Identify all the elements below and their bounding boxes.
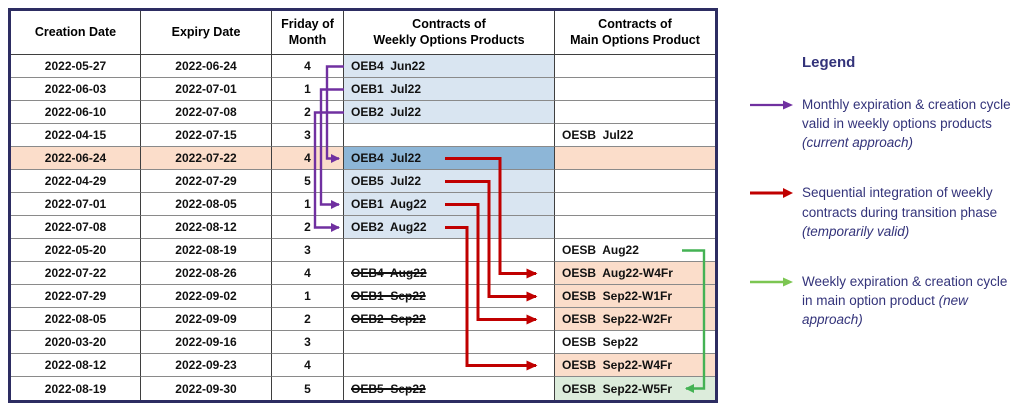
table-cell-creation-date: 2022-04-29 [11,170,141,193]
table-cell-creation-date: 2022-07-01 [11,193,141,216]
table-cell-expiry-date: 2022-08-19 [141,239,272,262]
table-cell-friday-number: 4 [272,55,344,78]
table-cell-friday-number: 3 [272,331,344,354]
table-cell-creation-date: 2022-07-22 [11,262,141,285]
table-cell-main-contract [555,101,715,124]
table-cell-expiry-date: 2022-07-08 [141,101,272,124]
table-cell-main-contract: OESB Sep22-W4Fr [555,354,715,377]
purple-arrow-icon [750,100,793,110]
table-cell-main-contract: OESB Sep22-W2Fr [555,308,715,331]
table-cell-friday-number: 1 [272,285,344,308]
table-cell-weekly-contract: OEB4 Jun22 [344,55,555,78]
table-cell-friday-number: 2 [272,308,344,331]
table-cell-expiry-date: 2022-08-05 [141,193,272,216]
table-cell-expiry-date: 2022-08-12 [141,216,272,239]
table-cell-creation-date: 2022-07-29 [11,285,141,308]
legend-item-sequential-integration: Sequential integration of weekly contrac… [749,183,1021,240]
table-cell-weekly-contract: OEB1 Jul22 [344,78,555,101]
table-cell-main-contract: OESB Aug22-W4Fr [555,262,715,285]
table-cell-expiry-date: 2022-09-23 [141,354,272,377]
table-cell-main-contract: OESB Aug22 [555,239,715,262]
legend-item-monthly-cycle: Monthly expiration & creation cycle vali… [749,95,1021,152]
table-cell-friday-number: 4 [272,262,344,285]
table-cell-weekly-contract [344,331,555,354]
col-header-creation-date: Creation Date [11,11,141,55]
table-cell-weekly-contract: OEB5 Jul22 [344,170,555,193]
table-cell-creation-date: 2022-08-19 [11,377,141,400]
table-cell-main-contract: OESB Sep22-W1Fr [555,285,715,308]
table-cell-friday-number: 4 [272,147,344,170]
table-cell-creation-date: 2020-03-20 [11,331,141,354]
table-cell-weekly-contract: OEB1 Sep22 [344,285,555,308]
table-cell-friday-number: 1 [272,78,344,101]
legend-title: Legend [802,54,856,71]
table-cell-weekly-contract: OEB1 Aug22 [344,193,555,216]
col-header-weekly-options-contracts: Contracts of Weekly Options Products [344,11,555,55]
green-arrow-icon [750,277,793,287]
table-cell-creation-date: 2022-08-12 [11,354,141,377]
table-cell-expiry-date: 2022-07-29 [141,170,272,193]
table-cell-creation-date: 2022-06-03 [11,78,141,101]
legend-item-text: Sequential integration of weekly contrac… [802,185,998,239]
table-cell-weekly-contract [344,239,555,262]
legend-item-weekly-cycle: Weekly expiration & creation cycle in ma… [749,272,1021,329]
table-cell-main-contract [555,78,715,101]
table-cell-expiry-date: 2022-09-16 [141,331,272,354]
table-cell-expiry-date: 2022-09-09 [141,308,272,331]
table-cell-expiry-date: 2022-07-22 [141,147,272,170]
table-cell-creation-date: 2022-07-08 [11,216,141,239]
table-cell-weekly-contract [344,354,555,377]
table-cell-main-contract [555,216,715,239]
table-cell-main-contract: OESB Sep22-W5Fr [555,377,715,400]
table-cell-weekly-contract: OEB2 Jul22 [344,101,555,124]
table-cell-expiry-date: 2022-06-24 [141,55,272,78]
table-cell-creation-date: 2022-04-15 [11,124,141,147]
table-cell-friday-number: 2 [272,216,344,239]
table-cell-creation-date: 2022-06-10 [11,101,141,124]
table-cell-main-contract [555,170,715,193]
col-header-expiry-date: Expiry Date [141,11,272,55]
legend-item-text: Weekly expiration & creation cycle in ma… [802,273,1008,328]
table-cell-weekly-contract: OEB4 Jul22 [344,147,555,170]
col-header-friday-of-month: Friday of Month [272,11,344,55]
table-cell-friday-number: 1 [272,193,344,216]
table-cell-weekly-contract: OEB5 Sep22 [344,377,555,400]
table-cell-expiry-date: 2022-09-02 [141,285,272,308]
table-cell-friday-number: 2 [272,101,344,124]
table-cell-weekly-contract: OEB4 Aug22 [344,262,555,285]
table-cell-creation-date: 2022-08-05 [11,308,141,331]
legend: Legend Monthly expiration & creation cyc… [749,54,1021,360]
table-cell-creation-date: 2022-06-24 [11,147,141,170]
contracts-table: Creation Date Expiry Date Friday of Mont… [8,8,718,403]
table-cell-weekly-contract: OEB2 Aug22 [344,216,555,239]
table-cell-main-contract [555,55,715,78]
table-cell-friday-number: 3 [272,239,344,262]
table-cell-main-contract [555,147,715,170]
table-cell-expiry-date: 2022-07-15 [141,124,272,147]
table-cell-weekly-contract: OEB2 Sep22 [344,308,555,331]
table-cell-friday-number: 5 [272,170,344,193]
table-cell-creation-date: 2022-05-27 [11,55,141,78]
col-header-main-options-contracts: Contracts of Main Options Product [555,11,715,55]
table-cell-main-contract: OESB Sep22 [555,331,715,354]
table-cell-main-contract: OESB Jul22 [555,124,715,147]
table-cell-friday-number: 3 [272,124,344,147]
table-cell-weekly-contract [344,124,555,147]
table-cell-main-contract [555,193,715,216]
table-cell-friday-number: 5 [272,377,344,400]
red-arrow-icon [750,188,793,199]
table-cell-friday-number: 4 [272,354,344,377]
table-cell-expiry-date: 2022-09-30 [141,377,272,400]
table-cell-creation-date: 2022-05-20 [11,239,141,262]
table-cell-expiry-date: 2022-07-01 [141,78,272,101]
legend-item-text: Monthly expiration & creation cycle vali… [802,97,1011,151]
table-cell-expiry-date: 2022-08-26 [141,262,272,285]
